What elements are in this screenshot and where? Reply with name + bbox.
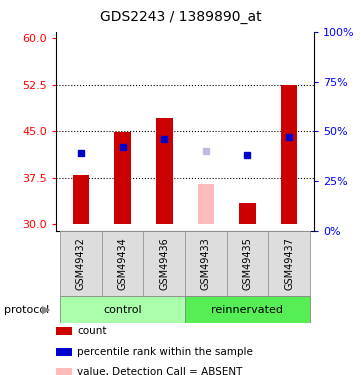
Bar <box>60 231 102 296</box>
Bar <box>102 231 143 296</box>
Text: GSM49433: GSM49433 <box>201 237 211 290</box>
Text: ▶: ▶ <box>42 305 50 315</box>
Text: GSM49436: GSM49436 <box>159 237 169 290</box>
Bar <box>156 118 173 224</box>
Text: GSM49432: GSM49432 <box>76 237 86 290</box>
Bar <box>227 231 268 296</box>
Bar <box>268 231 310 296</box>
Text: count: count <box>77 326 106 336</box>
Bar <box>114 132 131 224</box>
Text: GSM49437: GSM49437 <box>284 237 294 290</box>
Bar <box>73 175 89 224</box>
Text: GSM49434: GSM49434 <box>118 237 127 290</box>
Bar <box>143 231 185 296</box>
Text: protocol: protocol <box>4 305 49 315</box>
Bar <box>281 85 297 224</box>
Text: GSM49435: GSM49435 <box>243 237 252 290</box>
Text: value, Detection Call = ABSENT: value, Detection Call = ABSENT <box>77 368 242 375</box>
Bar <box>197 184 214 224</box>
Text: percentile rank within the sample: percentile rank within the sample <box>77 347 253 357</box>
Text: GDS2243 / 1389890_at: GDS2243 / 1389890_at <box>100 10 261 24</box>
Text: reinnervated: reinnervated <box>212 305 283 315</box>
Text: control: control <box>103 305 142 315</box>
Bar <box>185 296 310 323</box>
Bar <box>60 296 185 323</box>
Bar <box>239 202 256 224</box>
Bar <box>185 231 227 296</box>
